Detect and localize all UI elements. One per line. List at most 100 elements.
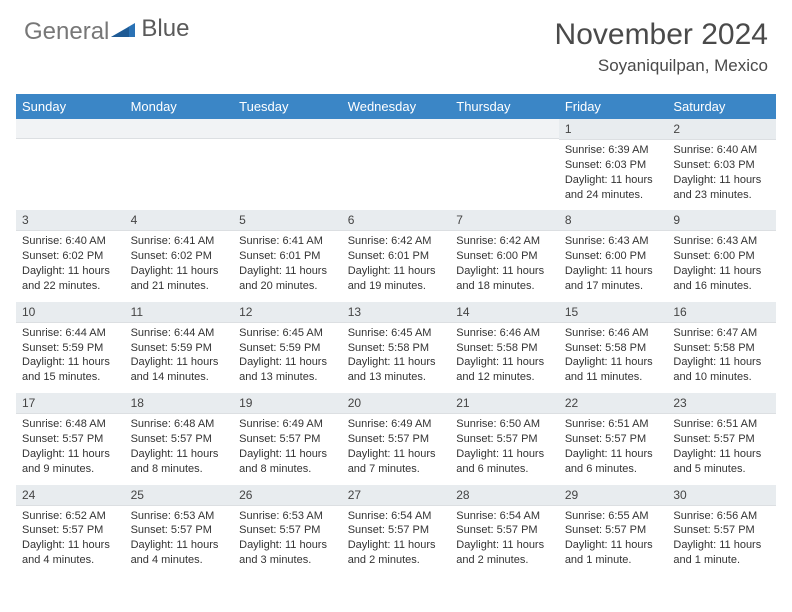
calendar-cell: 9Sunrise: 6:43 AMSunset: 6:00 PMDaylight… [667,210,776,301]
day-d1: Daylight: 11 hours [565,173,662,188]
calendar-body: 1Sunrise: 6:39 AMSunset: 6:03 PMDaylight… [16,119,776,576]
day-d2: and 5 minutes. [673,462,770,477]
daycontent-empty [125,139,234,197]
logo-text: General [24,18,137,46]
day-ss: Sunset: 5:57 PM [239,432,336,447]
day-ss: Sunset: 5:57 PM [239,523,336,538]
day-d1: Daylight: 11 hours [239,538,336,553]
logo-part1: General [24,18,109,46]
day-d2: and 7 minutes. [348,462,445,477]
calendar-cell: 4Sunrise: 6:41 AMSunset: 6:02 PMDaylight… [125,210,234,301]
day-d1: Daylight: 11 hours [239,264,336,279]
daycontent: Sunrise: 6:41 AMSunset: 6:01 PMDaylight:… [233,231,342,301]
calendar-cell: 24Sunrise: 6:52 AMSunset: 5:57 PMDayligh… [16,485,125,576]
day-sr: Sunrise: 6:40 AM [673,143,770,158]
daycontent: Sunrise: 6:40 AMSunset: 6:03 PMDaylight:… [667,140,776,210]
calendar-cell: 30Sunrise: 6:56 AMSunset: 5:57 PMDayligh… [667,485,776,576]
day-d2: and 14 minutes. [131,370,228,385]
day-d1: Daylight: 11 hours [22,538,119,553]
daycontent: Sunrise: 6:52 AMSunset: 5:57 PMDaylight:… [16,506,125,576]
daynum: 18 [125,393,234,414]
day-d1: Daylight: 11 hours [456,538,553,553]
daynum: 12 [233,302,342,323]
daycontent: Sunrise: 6:53 AMSunset: 5:57 PMDaylight:… [233,506,342,576]
calendar-row: 3Sunrise: 6:40 AMSunset: 6:02 PMDaylight… [16,210,776,301]
day-d1: Daylight: 11 hours [565,264,662,279]
daynum-empty [450,119,559,139]
daycontent: Sunrise: 6:43 AMSunset: 6:00 PMDaylight:… [667,231,776,301]
daynum: 10 [16,302,125,323]
daycontent: Sunrise: 6:51 AMSunset: 5:57 PMDaylight:… [667,414,776,484]
day-d2: and 11 minutes. [565,370,662,385]
day-ss: Sunset: 6:01 PM [239,249,336,264]
daycontent: Sunrise: 6:42 AMSunset: 6:00 PMDaylight:… [450,231,559,301]
day-ss: Sunset: 5:57 PM [348,523,445,538]
calendar-cell: 11Sunrise: 6:44 AMSunset: 5:59 PMDayligh… [125,302,234,393]
day-sr: Sunrise: 6:49 AM [239,417,336,432]
day-sr: Sunrise: 6:45 AM [239,326,336,341]
day-sr: Sunrise: 6:42 AM [456,234,553,249]
calendar-cell: 23Sunrise: 6:51 AMSunset: 5:57 PMDayligh… [667,393,776,484]
dow-tuesday: Tuesday [233,94,342,119]
daynum: 3 [16,210,125,231]
calendar-row: 17Sunrise: 6:48 AMSunset: 5:57 PMDayligh… [16,393,776,484]
daynum: 25 [125,485,234,506]
daycontent: Sunrise: 6:47 AMSunset: 5:58 PMDaylight:… [667,323,776,393]
day-d2: and 23 minutes. [673,188,770,203]
calendar-cell: 7Sunrise: 6:42 AMSunset: 6:00 PMDaylight… [450,210,559,301]
dow-thursday: Thursday [450,94,559,119]
day-d1: Daylight: 11 hours [239,355,336,370]
day-d1: Daylight: 11 hours [348,355,445,370]
calendar-row: 1Sunrise: 6:39 AMSunset: 6:03 PMDaylight… [16,119,776,210]
daycontent: Sunrise: 6:43 AMSunset: 6:00 PMDaylight:… [559,231,668,301]
calendar-cell [16,119,125,210]
day-sr: Sunrise: 6:49 AM [348,417,445,432]
day-sr: Sunrise: 6:43 AM [565,234,662,249]
calendar-cell: 2Sunrise: 6:40 AMSunset: 6:03 PMDaylight… [667,119,776,210]
daycontent: Sunrise: 6:44 AMSunset: 5:59 PMDaylight:… [16,323,125,393]
day-sr: Sunrise: 6:46 AM [456,326,553,341]
daycontent-empty [16,139,125,197]
daynum: 9 [667,210,776,231]
day-d1: Daylight: 11 hours [565,447,662,462]
day-sr: Sunrise: 6:43 AM [673,234,770,249]
day-ss: Sunset: 5:59 PM [239,341,336,356]
daynum: 6 [342,210,451,231]
day-d2: and 4 minutes. [22,553,119,568]
daynum: 7 [450,210,559,231]
day-d2: and 19 minutes. [348,279,445,294]
daycontent: Sunrise: 6:54 AMSunset: 5:57 PMDaylight:… [342,506,451,576]
day-sr: Sunrise: 6:42 AM [348,234,445,249]
day-sr: Sunrise: 6:46 AM [565,326,662,341]
day-d2: and 1 minute. [673,553,770,568]
day-d1: Daylight: 11 hours [456,264,553,279]
daycontent: Sunrise: 6:54 AMSunset: 5:57 PMDaylight:… [450,506,559,576]
daynum: 21 [450,393,559,414]
day-ss: Sunset: 6:02 PM [22,249,119,264]
month-title: November 2024 [555,18,768,52]
day-ss: Sunset: 5:57 PM [131,523,228,538]
day-ss: Sunset: 6:03 PM [673,158,770,173]
day-sr: Sunrise: 6:53 AM [131,509,228,524]
day-d2: and 22 minutes. [22,279,119,294]
day-d1: Daylight: 11 hours [131,538,228,553]
dow-sunday: Sunday [16,94,125,119]
daynum: 14 [450,302,559,323]
day-d2: and 12 minutes. [456,370,553,385]
day-d2: and 17 minutes. [565,279,662,294]
daycontent-empty [450,139,559,197]
day-ss: Sunset: 5:57 PM [22,432,119,447]
daynum: 22 [559,393,668,414]
dow-friday: Friday [559,94,668,119]
day-d1: Daylight: 11 hours [565,538,662,553]
day-sr: Sunrise: 6:47 AM [673,326,770,341]
day-d1: Daylight: 11 hours [673,355,770,370]
day-ss: Sunset: 5:57 PM [565,523,662,538]
calendar-table: Sunday Monday Tuesday Wednesday Thursday… [16,94,776,576]
day-d1: Daylight: 11 hours [456,447,553,462]
day-sr: Sunrise: 6:48 AM [131,417,228,432]
daynum: 29 [559,485,668,506]
day-d1: Daylight: 11 hours [131,355,228,370]
day-sr: Sunrise: 6:45 AM [348,326,445,341]
day-sr: Sunrise: 6:55 AM [565,509,662,524]
